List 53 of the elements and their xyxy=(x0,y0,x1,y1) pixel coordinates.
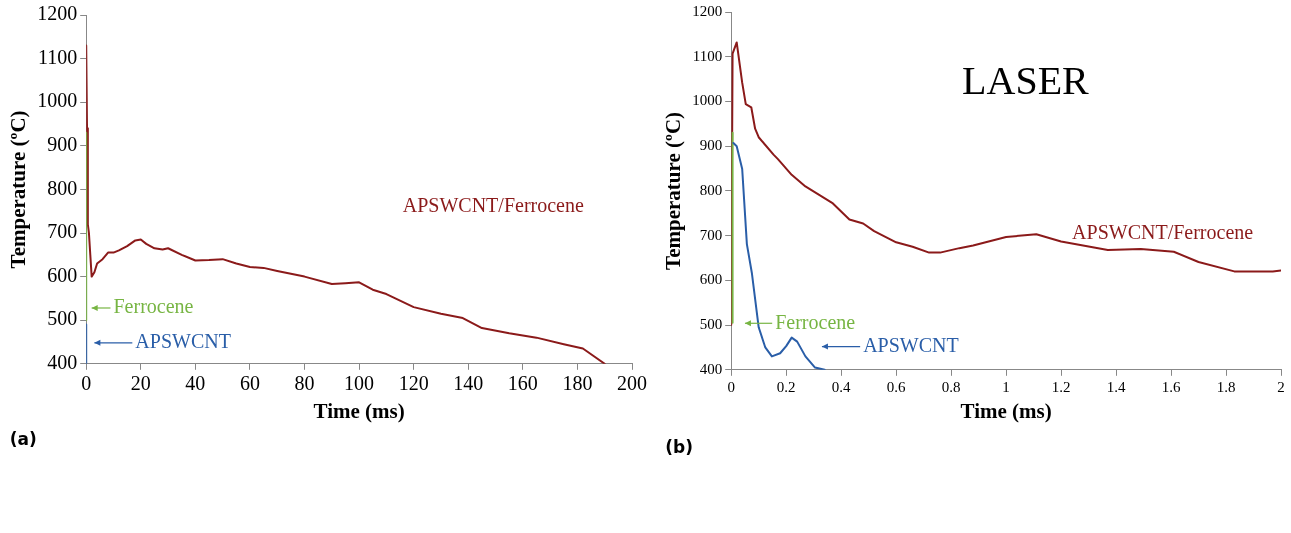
y-tick-label: 500 xyxy=(47,307,78,330)
x-tick-label: 0 xyxy=(727,378,735,395)
x-tick-label: 1.4 xyxy=(1106,378,1126,395)
y-tick-label: 1200 xyxy=(692,2,723,19)
x-tick-label: 200 xyxy=(617,372,647,395)
y-axis-title: Temperature (ºC) xyxy=(661,111,686,270)
y-tick-label: 600 xyxy=(47,263,78,286)
x-tick-label: 100 xyxy=(344,372,375,395)
x-axis-title: Time (ms) xyxy=(960,398,1052,423)
x-tick-label: 0.2 xyxy=(776,378,796,395)
x-tick-label: 20 xyxy=(130,372,151,395)
x-tick-label: 0.6 xyxy=(886,378,907,395)
y-tick-label: 500 xyxy=(699,316,723,333)
x-tick-label: 80 xyxy=(294,372,315,395)
y-tick-label: 1100 xyxy=(37,45,78,68)
x-tick-label: 140 xyxy=(453,372,484,395)
y-tick-label: 900 xyxy=(699,137,723,154)
x-tick-label: 1 xyxy=(1002,378,1010,395)
x-tick-label: 1.8 xyxy=(1216,378,1236,395)
y-tick-label: 800 xyxy=(47,176,78,199)
y-tick-label: 800 xyxy=(699,181,723,198)
x-axis-title: Time (ms) xyxy=(313,398,405,423)
y-tick-label: 400 xyxy=(47,351,78,374)
y-tick-label: 1100 xyxy=(692,47,723,64)
legend-label: Ferrocene xyxy=(775,310,856,333)
x-tick-label: 120 xyxy=(398,372,429,395)
legend-label: APSWCNT xyxy=(863,333,959,356)
y-axis-title: Temperature (ºC) xyxy=(6,110,31,269)
y-tick-label: 1000 xyxy=(692,92,723,109)
x-tick-label: 2 xyxy=(1277,378,1285,395)
x-tick-label: 180 xyxy=(562,372,593,395)
x-tick-label: 0 xyxy=(81,372,92,395)
y-tick-label: 600 xyxy=(699,271,723,288)
y-tick-label: 700 xyxy=(47,220,78,243)
series-label: APSWCNT/Ferrocene xyxy=(1072,221,1254,244)
legend-label: APSWCNT xyxy=(135,330,231,353)
x-tick-label: 1.2 xyxy=(1051,378,1071,395)
y-tick-label: 400 xyxy=(699,360,723,377)
x-tick-label: 0.4 xyxy=(831,378,852,395)
text: (b) xyxy=(665,436,693,457)
x-tick-label: 1.6 xyxy=(1161,378,1181,395)
text: APSWCNT/Ferrocene xyxy=(402,194,584,217)
annotation: LASER xyxy=(962,58,1090,104)
x-tick-label: 0.8 xyxy=(941,378,961,395)
x-tick-label: 60 xyxy=(239,372,260,395)
y-tick-label: 1200 xyxy=(37,2,78,25)
legend-label: Ferrocene xyxy=(113,295,194,318)
text: (a) xyxy=(9,428,37,449)
y-tick-label: 900 xyxy=(47,133,78,156)
y-tick-label: 1000 xyxy=(37,89,78,112)
x-tick-label: 160 xyxy=(507,372,538,395)
y-tick-label: 700 xyxy=(699,226,723,243)
x-tick-label: 40 xyxy=(185,372,206,395)
